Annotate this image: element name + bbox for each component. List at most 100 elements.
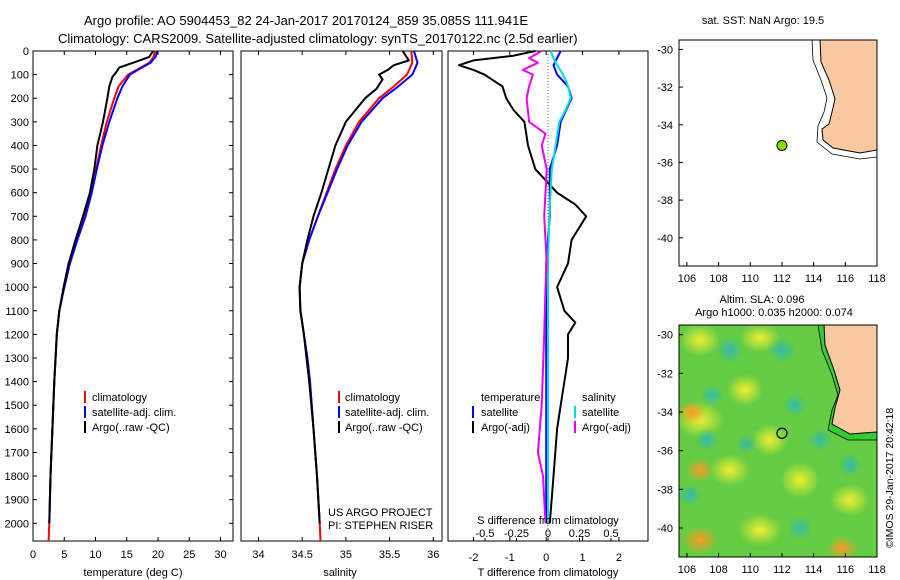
y-tick-label: 1100 — [5, 306, 29, 318]
x-tick-label: 34.5 — [291, 549, 312, 561]
series-s-satellite — [547, 50, 572, 524]
series-argo-raw-qc — [298, 50, 410, 524]
x-tick-label: 118 — [868, 564, 886, 576]
series-t-argo — [457, 50, 588, 524]
sla-field — [679, 325, 877, 557]
float-marker — [776, 139, 788, 151]
legend-clim-label: climatology — [92, 392, 148, 404]
y-tick-label: 200 — [11, 93, 29, 105]
x-tick-label: 30 — [214, 549, 226, 561]
sst-map: sat. SST: NaN Argo: 19.5 106 108 110 112 114… — [657, 15, 886, 285]
y-tick-label: -34 — [657, 407, 673, 419]
x-tick-label: 20 — [152, 549, 164, 561]
x-tick-label: 25 — [183, 549, 195, 561]
s-tick-label: 0 — [545, 528, 551, 540]
legend-argo-label: Argo(..raw -QC) — [92, 422, 170, 434]
x-tick-label: 108 — [709, 564, 727, 576]
x-tick-label: 2 — [616, 552, 622, 564]
series-s-argo — [521, 50, 548, 524]
y-tick-label: 0 — [23, 46, 29, 58]
legend-clim-label: climatology — [345, 392, 401, 404]
x-tick-label: 10 — [89, 549, 101, 561]
y-tick-label: -30 — [657, 330, 673, 342]
x-tick-label: 36 — [427, 549, 439, 561]
y-tick-label: 900 — [11, 259, 29, 271]
difference-panel: -2 -1 0 1 2 -0.5 -0.25 0 0.25 0.5 temperature sal… — [447, 50, 649, 579]
x-tick-label: 0 — [543, 552, 549, 564]
sla-map-title1: Altim. SLA: 0.096 — [720, 294, 805, 306]
s-tick-label: 0.5 — [603, 528, 618, 540]
legend-argo-label: Argo(..raw -QC) — [345, 422, 423, 434]
salinity-annotation-pi: PI: STEPHEN RISER — [328, 520, 433, 532]
x-tick-label: 34 — [252, 549, 264, 561]
y-tick-label: -40 — [657, 233, 673, 245]
salinity-legend: climatology satellite-adj. clim. Argo(..… — [338, 391, 429, 434]
legend-temperature-heading: temperature — [481, 392, 540, 404]
y-tick-label: 500 — [11, 164, 29, 176]
x-tick-label: 110 — [742, 273, 760, 285]
salinity-frame — [240, 50, 443, 542]
x-tick-label: 15 — [121, 549, 133, 561]
y-tick-label: 1800 — [5, 471, 29, 483]
series-t-satellite — [545, 50, 573, 524]
x-tick-label: 110 — [742, 564, 760, 576]
x-tick-label: 1 — [579, 552, 585, 564]
x-tick-label: 114 — [805, 273, 823, 285]
x-tick-label: 112 — [773, 273, 791, 285]
sla-map-frame — [678, 324, 878, 558]
legend-sat-label: satellite-adj. clim. — [345, 407, 429, 419]
s-tick-label: -0.25 — [504, 528, 529, 540]
y-tick-label: -38 — [657, 484, 673, 496]
x-tick-label: 118 — [868, 273, 886, 285]
y-tick-label: 1600 — [5, 424, 29, 436]
y-tick-label: 300 — [11, 117, 29, 129]
legend-salinity-heading: salinity — [582, 392, 616, 404]
x-tick-label: 108 — [709, 273, 727, 285]
x-tick-label: 116 — [837, 273, 855, 285]
s-difference-label: S difference from climatology — [477, 515, 619, 527]
y-tick-label: 400 — [11, 140, 29, 152]
title-line1: Argo profile: AO 5904453_82 24-Jan-2017 … — [84, 13, 528, 28]
y-tick-label: 2000 — [5, 518, 29, 530]
temperature-legend: climatology satellite-adj. clim. Argo(..… — [84, 391, 176, 434]
x-tick-label: 35.5 — [379, 549, 400, 561]
salinity-panel: 34 34.5 35 35.5 36 climatology satellite-adj… — [240, 50, 443, 579]
salinity-xlabel: salinity — [323, 567, 357, 579]
series-argo-raw-qc — [48, 50, 154, 524]
legend-t-sat-label: satellite — [481, 407, 518, 419]
y-tick-label: -38 — [657, 195, 673, 207]
bathymetry-contour — [811, 39, 878, 160]
x-tick-label: 5 — [61, 549, 67, 561]
sst-map-frame — [678, 39, 878, 267]
y-tick-label: -32 — [657, 368, 673, 380]
legend-t-argo-label: Argo(-adj) — [481, 422, 530, 434]
y-tick-label: 100 — [11, 70, 29, 82]
sla-map: Altim. SLA: 0.096 Argo h1000: 0.035 h200… — [657, 294, 886, 576]
x-tick-label: 112 — [773, 564, 791, 576]
s-tick-label: -0.5 — [476, 528, 495, 540]
sst-map-title: sat. SST: NaN Argo: 19.5 — [702, 15, 824, 27]
x-tick-label: 106 — [678, 564, 696, 576]
imos-timestamp: ©IMOS 29-Jan-2017 20:42:18 — [884, 408, 896, 548]
y-tick-label: -32 — [657, 82, 673, 94]
legend-s-argo-label: Argo(-adj) — [582, 422, 631, 434]
x-tick-label: 114 — [805, 564, 823, 576]
y-tick-label: -36 — [657, 157, 673, 169]
y-tick-label: 700 — [11, 211, 29, 223]
temperature-panel: 0 100 200 300 400 500 600 700 800 900 1000 1100 1200… — [5, 46, 234, 579]
salinity-annotation-project: US ARGO PROJECT — [328, 507, 433, 519]
y-tick-label: -34 — [657, 120, 673, 132]
y-tick-label: 1300 — [5, 353, 29, 365]
difference-legend: temperature salinity satellite Argo(-adj… — [472, 392, 631, 434]
y-tick-label: 800 — [11, 235, 29, 247]
sla-map-title2: Argo h1000: 0.035 h2000: 0.074 — [695, 307, 853, 319]
y-tick-label: 600 — [11, 188, 29, 200]
s-tick-label: 0.25 — [569, 528, 590, 540]
title-line2: Climatology: CARS2009. Satellite-adjuste… — [58, 31, 578, 46]
y-tick-label: 1200 — [5, 329, 29, 341]
y-tick-label: 1000 — [5, 282, 29, 294]
legend-sat-label: satellite-adj. clim. — [92, 407, 176, 419]
float-marker — [776, 427, 788, 439]
y-tick-label: 1700 — [5, 447, 29, 459]
